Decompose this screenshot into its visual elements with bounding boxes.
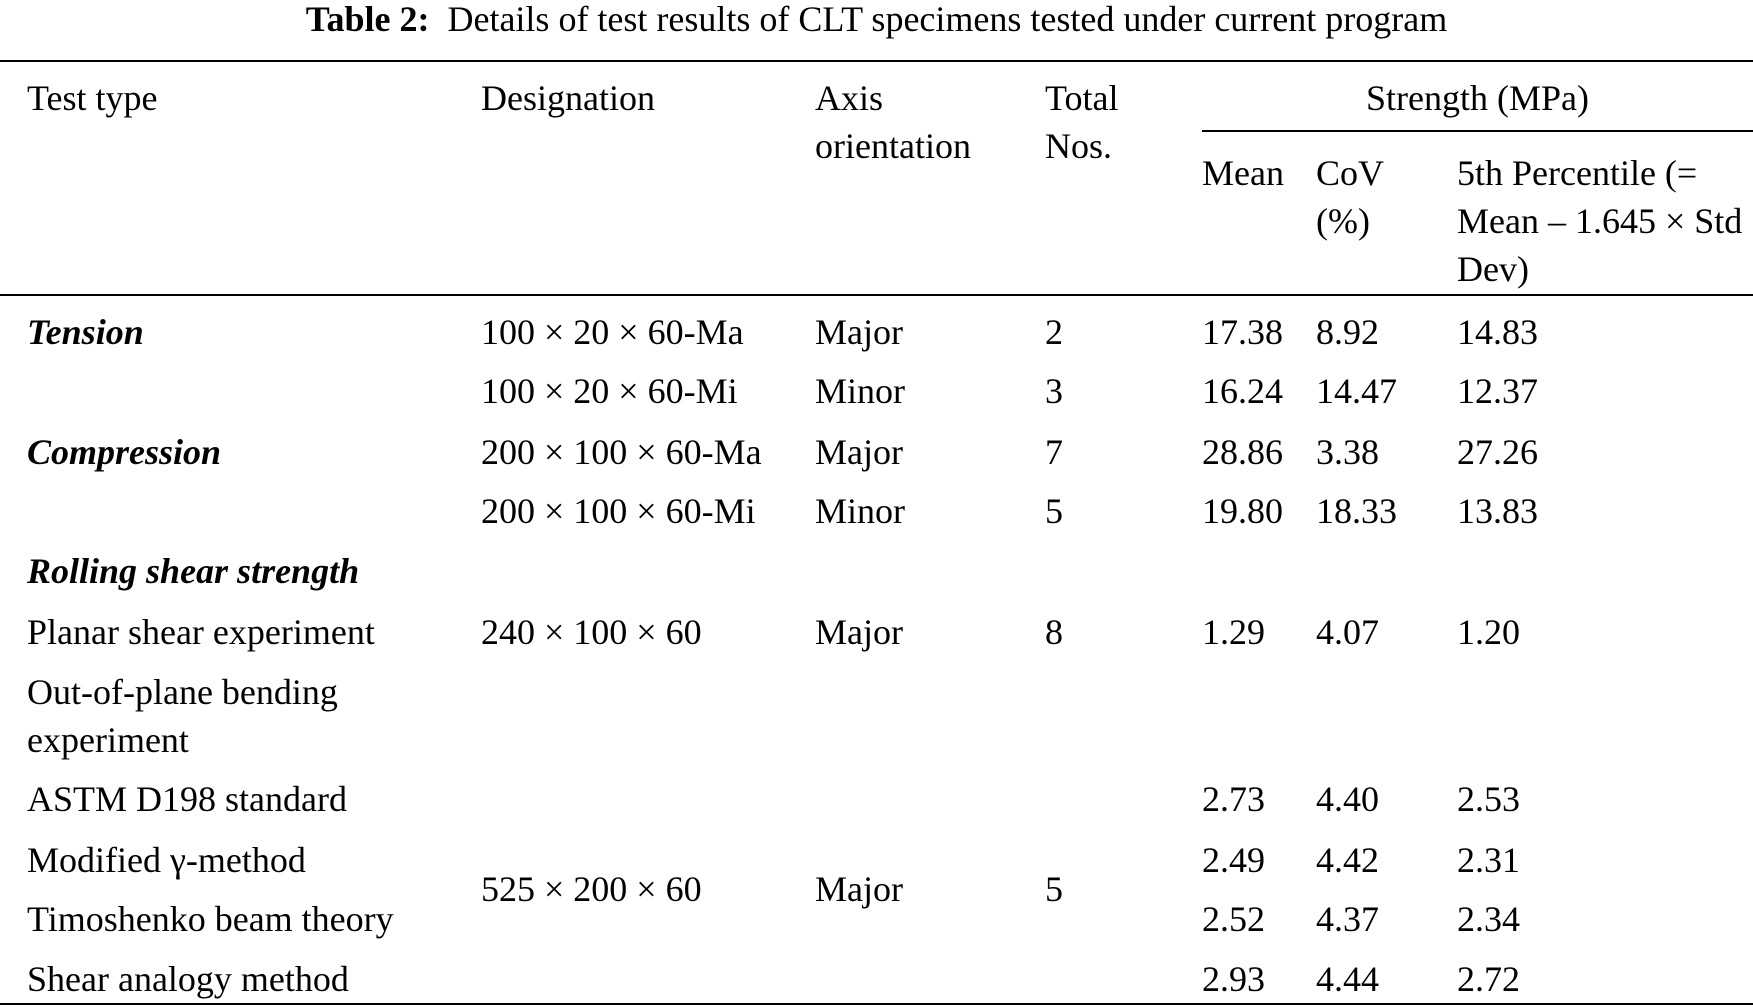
cell-cov: 4.07 bbox=[1316, 612, 1379, 652]
cell-cov: 3.38 bbox=[1316, 432, 1379, 472]
header-cell: Strength (MPa) bbox=[1366, 78, 1589, 118]
header-cell: Total Nos. bbox=[1045, 78, 1119, 166]
cell-cov: 4.44 bbox=[1316, 959, 1379, 999]
cell-cov: 14.47 bbox=[1316, 371, 1397, 411]
cell-designation: 525 × 200 × 60 bbox=[481, 869, 702, 909]
cell-cov: 8.92 bbox=[1316, 312, 1379, 352]
strength-rule bbox=[1202, 130, 1753, 132]
cell-p5: 2.31 bbox=[1457, 840, 1520, 880]
cell-mean: 19.80 bbox=[1202, 491, 1283, 531]
section-title: Compression bbox=[27, 432, 222, 472]
cell-cov: 4.37 bbox=[1316, 899, 1379, 939]
row-label: Planar shear experiment bbox=[27, 612, 375, 652]
section-title: Rolling shear strength bbox=[27, 551, 360, 591]
header-cell: 5th Percentile (= Mean – 1.645 × Std Dev… bbox=[1457, 153, 1743, 289]
cell-designation: 200 × 100 × 60-Ma bbox=[481, 432, 762, 472]
bottom-rule bbox=[0, 1003, 1753, 1005]
cell-mean: 2.52 bbox=[1202, 899, 1265, 939]
cell-total: 5 bbox=[1045, 491, 1063, 531]
cell-axis: Major bbox=[815, 869, 903, 909]
cell-mean: 2.73 bbox=[1202, 779, 1265, 819]
cell-mean: 28.86 bbox=[1202, 432, 1283, 472]
header-cell: Designation bbox=[481, 78, 655, 118]
caption-label: Table 2: bbox=[305, 0, 430, 39]
cell-p5: 1.20 bbox=[1457, 612, 1520, 652]
section-title: Tension bbox=[27, 312, 144, 352]
cell-total: 2 bbox=[1045, 312, 1063, 352]
cell-mean: 2.93 bbox=[1202, 959, 1265, 999]
cell-cov: 4.42 bbox=[1316, 840, 1379, 880]
header-cell: Mean bbox=[1202, 153, 1284, 193]
cell-total: 8 bbox=[1045, 612, 1063, 652]
cell-designation: 200 × 100 × 60-Mi bbox=[481, 491, 756, 531]
cell-total: 7 bbox=[1045, 432, 1063, 472]
cell-designation: 240 × 100 × 60 bbox=[481, 612, 702, 652]
header-cell: Test type bbox=[27, 78, 158, 118]
cell-designation: 100 × 20 × 60-Ma bbox=[481, 312, 744, 352]
cell-p5: 2.72 bbox=[1457, 959, 1520, 999]
header-rule bbox=[0, 294, 1753, 296]
header-cell: Axis orientation bbox=[815, 78, 971, 166]
cell-axis: Minor bbox=[815, 491, 905, 531]
cell-axis: Major bbox=[815, 432, 903, 472]
row-label: ASTM D198 standard bbox=[27, 779, 347, 819]
cell-p5: 2.53 bbox=[1457, 779, 1520, 819]
caption-text: Details of test results of CLT specimens… bbox=[447, 0, 1448, 39]
cell-cov: 18.33 bbox=[1316, 491, 1397, 531]
cell-p5: 12.37 bbox=[1457, 371, 1538, 411]
cell-p5: 2.34 bbox=[1457, 899, 1520, 939]
cell-p5: 13.83 bbox=[1457, 491, 1538, 531]
cell-p5: 27.26 bbox=[1457, 432, 1538, 472]
cell-total: 3 bbox=[1045, 371, 1063, 411]
row-label: Modified γ-method bbox=[27, 840, 306, 880]
cell-mean: 2.49 bbox=[1202, 840, 1265, 880]
cell-mean: 16.24 bbox=[1202, 371, 1283, 411]
row-label: Shear analogy method bbox=[27, 959, 349, 999]
cell-p5: 14.83 bbox=[1457, 312, 1538, 352]
cell-cov: 4.40 bbox=[1316, 779, 1379, 819]
cell-mean: 17.38 bbox=[1202, 312, 1283, 352]
cell-axis: Minor bbox=[815, 371, 905, 411]
cell-mean: 1.29 bbox=[1202, 612, 1265, 652]
cell-designation: 100 × 20 × 60-Mi bbox=[481, 371, 738, 411]
cell-axis: Major bbox=[815, 612, 903, 652]
row-label: Out-of-plane bending experiment bbox=[27, 672, 338, 760]
header-cell: CoV (%) bbox=[1316, 153, 1384, 241]
cell-axis: Major bbox=[815, 312, 903, 352]
top-rule bbox=[0, 60, 1753, 62]
caption: Table 2: Details of test results of CLT … bbox=[0, 0, 1753, 43]
row-label: Timoshenko beam theory bbox=[27, 899, 394, 939]
cell-total: 5 bbox=[1045, 869, 1063, 909]
